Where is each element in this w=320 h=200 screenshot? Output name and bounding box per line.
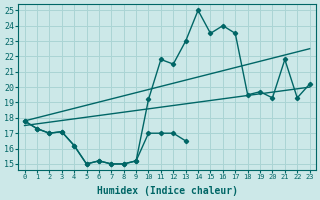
X-axis label: Humidex (Indice chaleur): Humidex (Indice chaleur): [97, 186, 237, 196]
